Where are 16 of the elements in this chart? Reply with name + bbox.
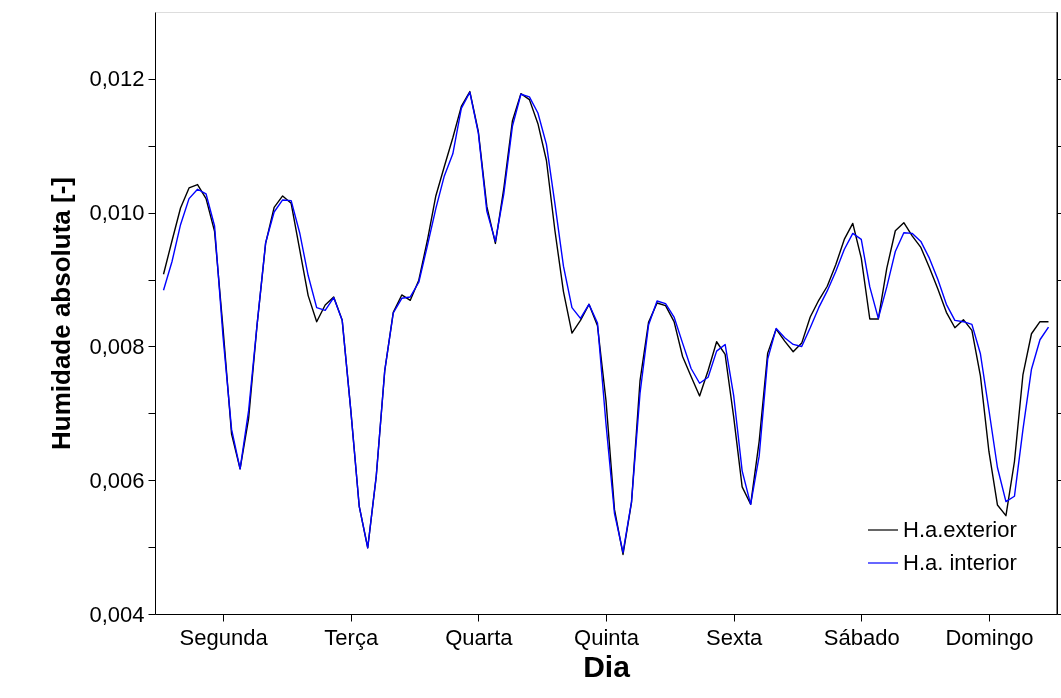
y-tick-label: 0,006: [89, 467, 145, 493]
x-tick-label: Quarta: [445, 624, 514, 650]
legend-label: H.a. interior: [903, 550, 1017, 575]
x-tick-label: Sábado: [823, 624, 900, 650]
x-tick-label: Quinta: [574, 624, 640, 650]
x-axis-title: Dia: [583, 649, 631, 683]
x-tick-label: Domingo: [945, 624, 1034, 650]
x-tick-label: Segunda: [179, 624, 269, 650]
x-tick-label: Sexta: [706, 624, 764, 650]
y-tick-label: 0,010: [89, 200, 145, 226]
legend-label: H.a.exterior: [903, 517, 1017, 542]
x-tick-label: Terça: [324, 624, 379, 650]
y-tick-label: 0,012: [89, 66, 145, 92]
y-axis-title: Humidade absoluta [-]: [46, 176, 77, 451]
y-tick-label: 0,008: [89, 333, 145, 359]
y-tick-label: 0,004: [89, 601, 145, 627]
